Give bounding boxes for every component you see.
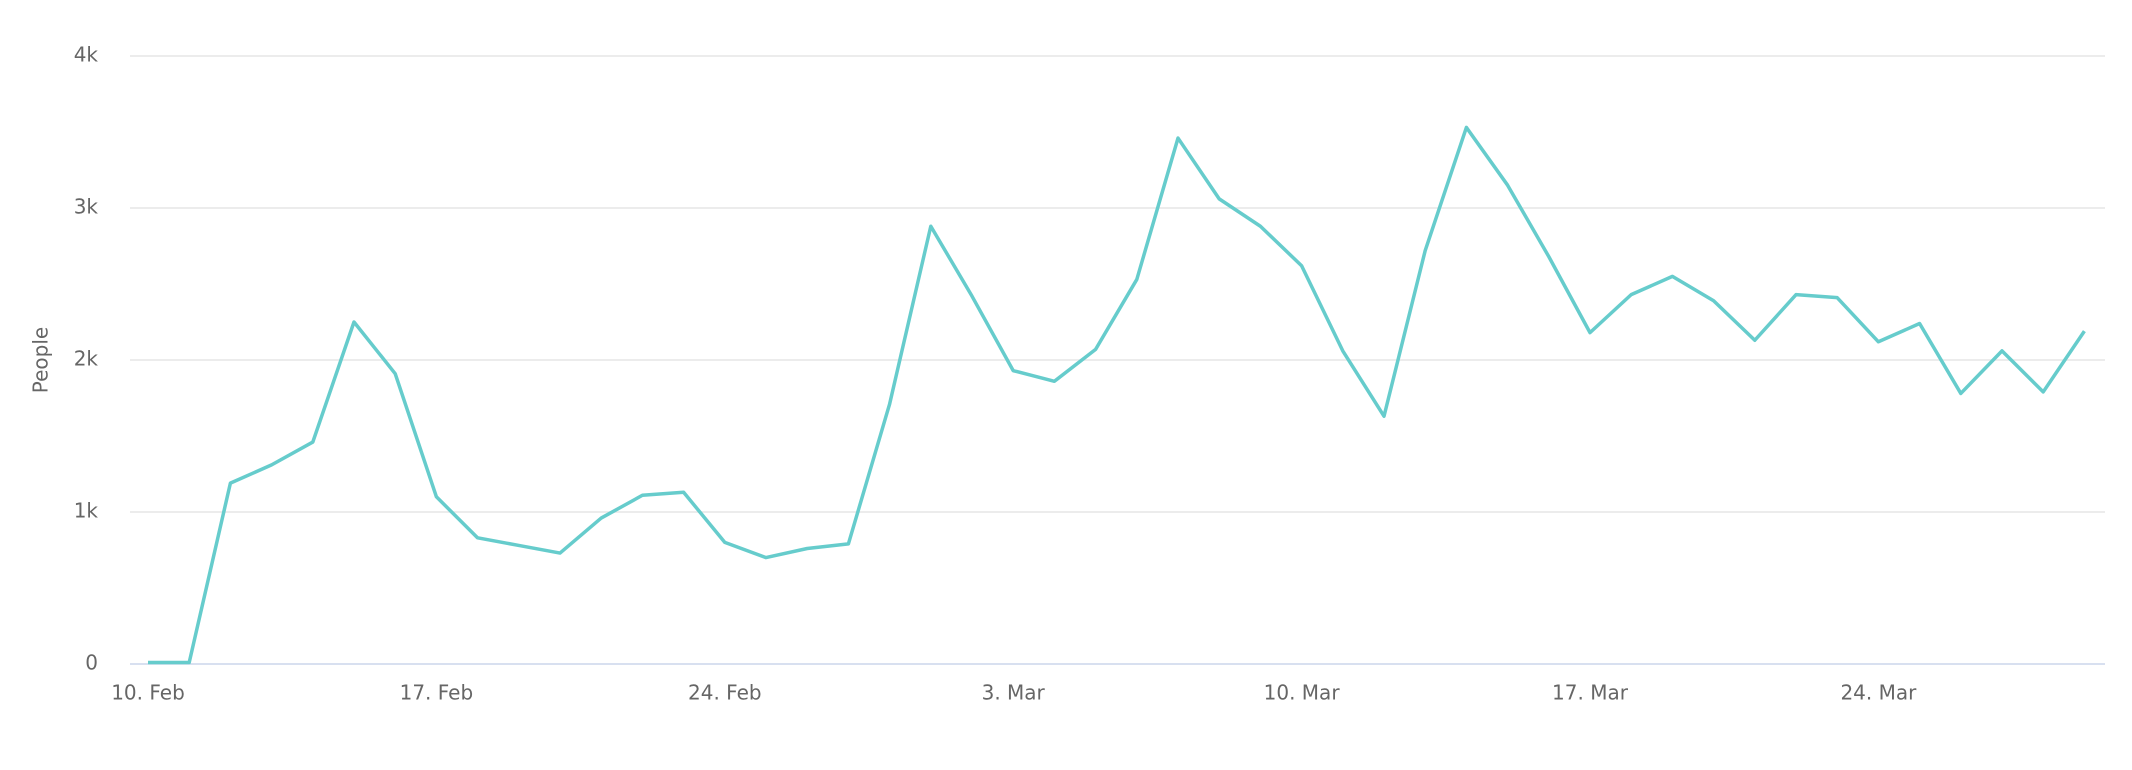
x-tick-label: 3. Mar (982, 681, 1046, 705)
x-tick-label: 10. Mar (1264, 681, 1341, 705)
y-tick-label: 2k (74, 347, 99, 371)
x-tick-label: 24. Feb (688, 681, 762, 705)
x-tick-label: 17. Mar (1552, 681, 1629, 705)
y-tick-label: 4k (74, 43, 99, 67)
y-axis-label: People (29, 327, 53, 393)
x-tick-label: 17. Feb (400, 681, 474, 705)
y-tick-label: 1k (74, 499, 99, 523)
x-tick-label: 10. Feb (111, 681, 185, 705)
y-tick-label: 3k (74, 195, 99, 219)
y-tick-label: 0 (85, 651, 98, 675)
x-tick-label: 24. Mar (1840, 681, 1917, 705)
line (148, 125, 2086, 665)
